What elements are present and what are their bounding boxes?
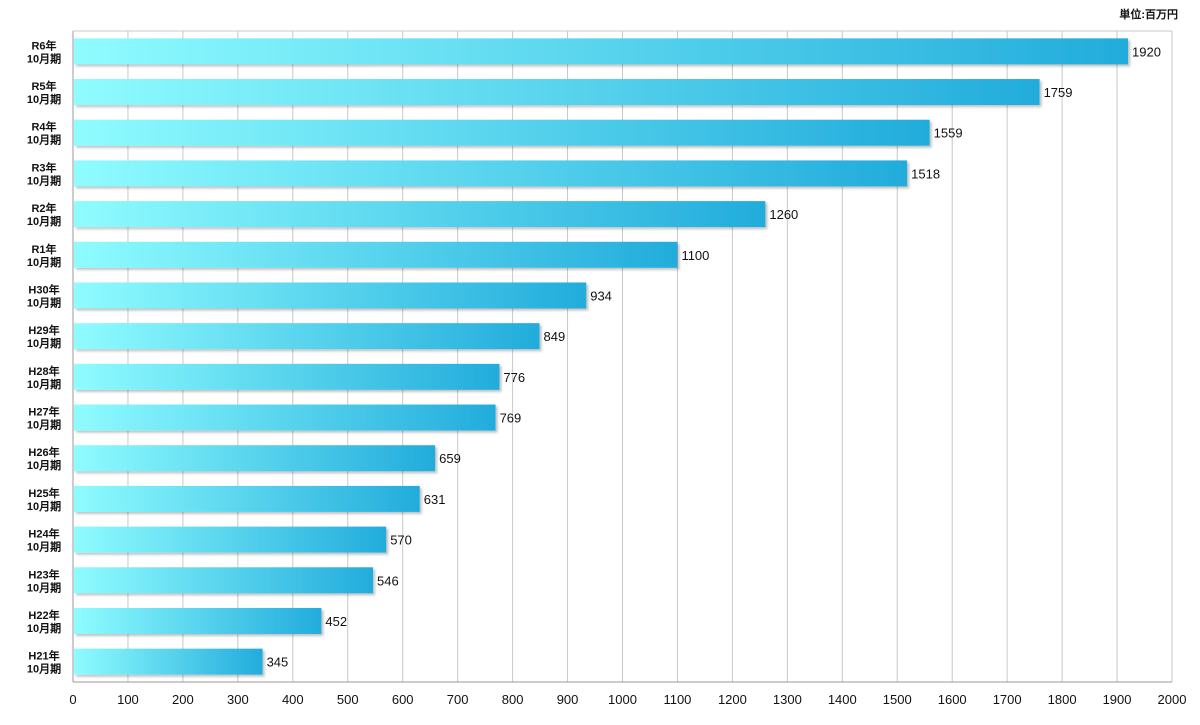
category-label-era: H30年 — [28, 282, 59, 296]
x-tick-label: 100 — [117, 692, 139, 707]
bar — [74, 607, 322, 634]
category-label-period: 10月期 — [27, 295, 61, 309]
category-labels: R6年10月期R5年10月期R4年10月期R3年10月期R2年10月期R1年10… — [27, 38, 61, 675]
category-label-period: 10月期 — [27, 133, 61, 147]
x-tick-label: 700 — [447, 692, 469, 707]
bar — [74, 201, 766, 228]
bar — [74, 282, 587, 309]
bar-value-label: 345 — [267, 655, 289, 670]
value-labels: 1920 1759 1559 1518 1260 1100 934 849 776 769 659 6… — [267, 44, 1161, 669]
bar — [74, 648, 263, 675]
bar — [74, 526, 387, 553]
bar-value-label: 546 — [377, 573, 399, 588]
x-tick-label: 1700 — [993, 692, 1022, 707]
bar — [74, 485, 420, 512]
x-tick-label: 2000 — [1158, 692, 1187, 707]
category-label-period: 10月期 — [27, 540, 61, 554]
bar-value-label: 631 — [424, 492, 446, 507]
bar — [74, 119, 930, 146]
bar-value-label: 452 — [325, 614, 347, 629]
bar — [74, 241, 678, 268]
category-label-era: R5年 — [31, 79, 56, 93]
category-label-period: 10月期 — [27, 214, 61, 228]
x-axis-ticks: 0 100 200 300 400 500 600 700 800 900 1000 1100 1200… — [69, 692, 1186, 707]
bar-value-label: 1100 — [681, 248, 709, 263]
x-tick-label: 500 — [337, 692, 359, 707]
x-tick-label: 1900 — [1103, 692, 1132, 707]
bar — [74, 323, 540, 350]
category-label-era: H25年 — [28, 486, 59, 500]
category-label-era: H24年 — [28, 527, 59, 541]
x-tick-label: 1300 — [773, 692, 802, 707]
bar — [74, 404, 496, 431]
category-label-era: R1年 — [31, 242, 56, 256]
category-label-period: 10月期 — [27, 418, 61, 432]
x-tick-label: 200 — [172, 692, 194, 707]
category-label-period: 10月期 — [27, 662, 61, 676]
category-label-period: 10月期 — [27, 173, 61, 187]
x-tick-label: 1200 — [718, 692, 747, 707]
bar-value-label: 659 — [439, 451, 461, 466]
category-label-period: 10月期 — [27, 92, 61, 106]
category-label-period: 10月期 — [27, 458, 61, 472]
x-tick-label: 400 — [282, 692, 304, 707]
bar — [74, 38, 1129, 65]
category-label-era: H26年 — [28, 445, 59, 459]
category-label-period: 10月期 — [27, 336, 61, 350]
category-label-period: 10月期 — [27, 580, 61, 594]
bar — [74, 363, 500, 390]
category-label-period: 10月期 — [27, 499, 61, 513]
x-tick-label: 1800 — [1048, 692, 1077, 707]
bar-value-label: 849 — [544, 329, 566, 344]
category-label-era: H28年 — [28, 364, 59, 378]
category-label-era: H23年 — [28, 567, 59, 581]
category-label-period: 10月期 — [27, 621, 61, 635]
bar-value-label: 1518 — [911, 166, 940, 181]
category-label-era: R3年 — [31, 160, 56, 174]
bar-value-label: 1759 — [1044, 85, 1073, 100]
category-label-period: 10月期 — [27, 51, 61, 65]
x-tick-label: 1500 — [883, 692, 912, 707]
bar — [74, 445, 436, 472]
x-tick-label: 300 — [227, 692, 249, 707]
category-label-era: H22年 — [28, 608, 59, 622]
category-label-era: R2年 — [31, 201, 56, 215]
category-label-period: 10月期 — [27, 255, 61, 269]
x-tick-label: 600 — [392, 692, 414, 707]
x-tick-label: 900 — [557, 692, 579, 707]
category-label-era: H21年 — [28, 649, 59, 663]
x-tick-label: 1600 — [938, 692, 967, 707]
bar — [74, 160, 908, 187]
x-tick-label: 800 — [502, 692, 524, 707]
category-label-era: H27年 — [28, 405, 59, 419]
category-label-era: H29年 — [28, 323, 59, 337]
bar-value-label: 776 — [503, 370, 525, 385]
x-tick-label: 0 — [69, 692, 76, 707]
bars — [74, 38, 1129, 675]
bar-value-label: 1559 — [934, 126, 963, 141]
unit-label: 単位:百万円 — [1119, 9, 1178, 21]
x-tick-label: 1400 — [828, 692, 857, 707]
category-label-period: 10月期 — [27, 377, 61, 391]
bar — [74, 567, 374, 594]
x-tick-label: 1000 — [608, 692, 637, 707]
bar-value-label: 1920 — [1132, 44, 1161, 59]
bar-value-label: 934 — [590, 288, 612, 303]
bar-value-label: 769 — [500, 411, 522, 426]
x-tick-label: 1100 — [663, 692, 691, 707]
bar — [74, 79, 1040, 106]
category-label-era: R4年 — [31, 120, 56, 134]
category-label-era: R6年 — [31, 38, 56, 52]
bar-value-label: 570 — [390, 533, 412, 548]
bar-value-label: 1260 — [769, 207, 798, 222]
